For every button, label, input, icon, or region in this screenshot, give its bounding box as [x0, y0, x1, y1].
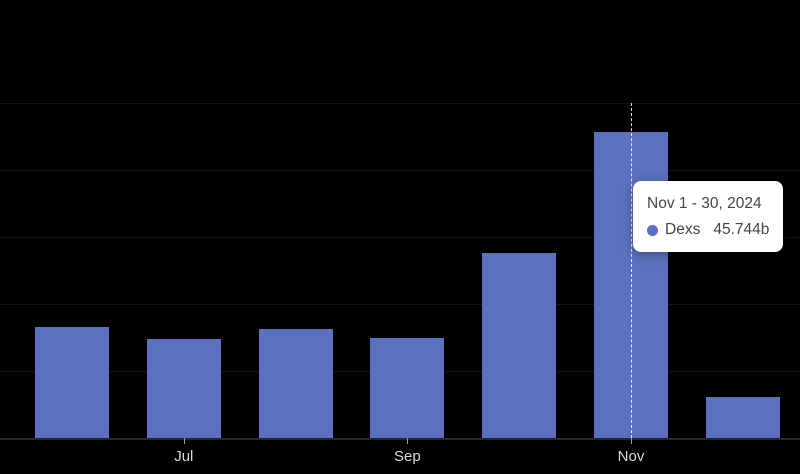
x-axis-label-nov: Nov — [617, 448, 645, 465]
series-dot-icon — [647, 224, 658, 236]
gridline — [0, 170, 800, 171]
bar-sep[interactable] — [370, 338, 445, 438]
bar-aug[interactable] — [258, 328, 333, 438]
x-axis-label-jul: Jul — [174, 448, 194, 465]
gridline — [0, 103, 800, 104]
bar-jun[interactable] — [35, 326, 109, 438]
x-axis-line — [0, 438, 800, 440]
gridline — [0, 304, 800, 305]
tooltip-value: 45.744b — [713, 221, 770, 238]
crosshair-dashed-line — [630, 103, 632, 438]
bar-jul[interactable] — [146, 338, 221, 438]
x-axis-tick — [183, 438, 185, 444]
bar-oct[interactable] — [482, 253, 557, 438]
x-axis-tick — [631, 438, 632, 444]
tooltip-date-range: Nov 1 - 30, 2024 — [647, 195, 762, 212]
bar-dec[interactable] — [705, 397, 780, 438]
x-axis-label-sep: Sep — [394, 448, 421, 465]
tooltip-series-name: Dexs — [665, 221, 701, 238]
x-axis-tick — [407, 438, 409, 444]
chart-tooltip: Nov 1 - 30, 2024 Dexs 45.744b — [633, 181, 784, 252]
gridline — [0, 237, 800, 238]
